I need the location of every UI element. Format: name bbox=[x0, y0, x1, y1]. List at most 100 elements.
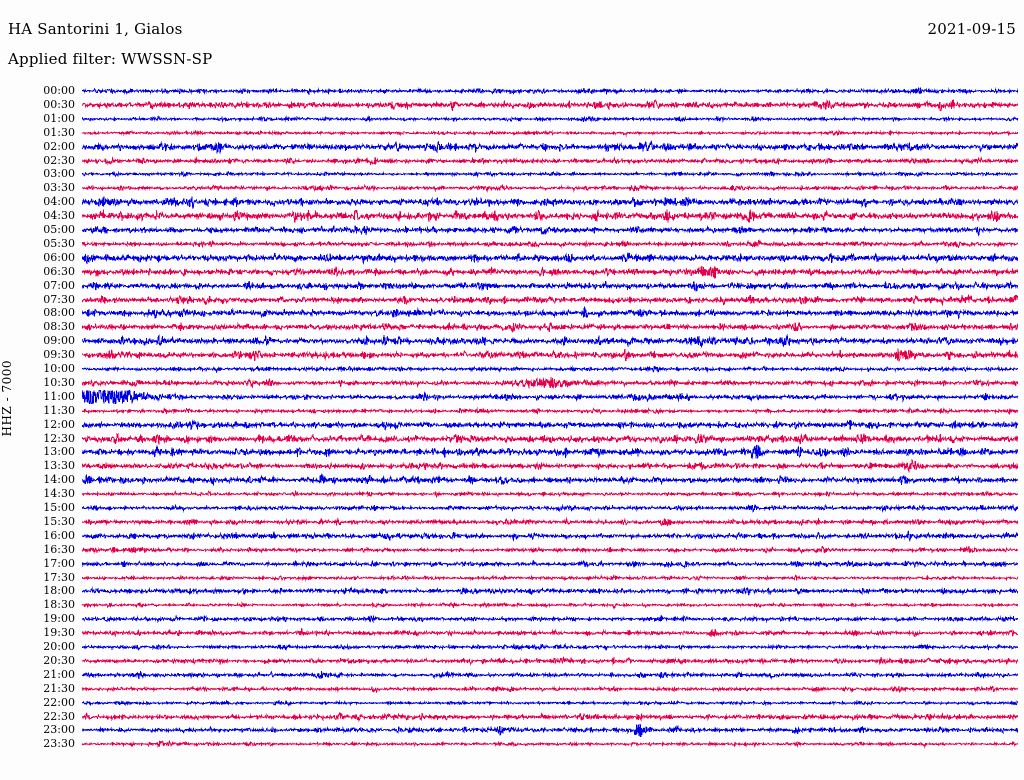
trace-row: 23:30 bbox=[0, 737, 1024, 751]
trace-time-label: 12:00 bbox=[43, 417, 75, 431]
seismic-trace bbox=[82, 279, 1018, 292]
trace-time-label: 04:30 bbox=[43, 209, 75, 223]
seismic-trace bbox=[82, 627, 1018, 638]
trace-time-label: 12:30 bbox=[43, 431, 75, 445]
trace-row: 20:00 bbox=[0, 640, 1024, 654]
trace-time-label: 21:00 bbox=[43, 667, 75, 681]
seismic-trace bbox=[82, 196, 1018, 210]
seismic-trace bbox=[82, 252, 1018, 265]
trace-time-label: 17:00 bbox=[43, 556, 75, 570]
trace-row: 19:00 bbox=[0, 612, 1024, 626]
seismic-trace bbox=[82, 87, 1018, 96]
trace-time-label: 15:00 bbox=[43, 501, 75, 514]
trace-time-label: 06:00 bbox=[43, 250, 75, 264]
seismic-trace bbox=[82, 321, 1018, 333]
trace-time-label: 08:00 bbox=[43, 306, 75, 320]
seismic-trace bbox=[82, 129, 1018, 137]
seismic-trace bbox=[82, 365, 1018, 374]
trace-row: 01:30 bbox=[0, 126, 1024, 140]
seismic-trace bbox=[82, 99, 1018, 112]
trace-row: 11:30 bbox=[0, 404, 1024, 418]
trace-time-label: 19:00 bbox=[43, 612, 75, 626]
seismic-trace bbox=[82, 238, 1018, 249]
trace-time-label: 01:00 bbox=[43, 111, 75, 125]
seismic-trace bbox=[82, 265, 1018, 279]
trace-row: 17:00 bbox=[0, 557, 1024, 571]
trace-row: 23:00 bbox=[0, 723, 1024, 738]
trace-row: 08:30 bbox=[0, 320, 1024, 334]
seismic-trace bbox=[82, 586, 1018, 597]
seismic-trace bbox=[82, 459, 1018, 473]
seismic-trace bbox=[82, 711, 1018, 722]
trace-row: 11:00 bbox=[0, 389, 1024, 404]
applied-filter-label: Applied filter: WWSSN-SP bbox=[8, 50, 213, 68]
trace-time-label: 11:00 bbox=[43, 389, 75, 403]
seismic-trace bbox=[82, 739, 1018, 749]
trace-row: 14:30 bbox=[0, 487, 1024, 501]
trace-time-label: 23:30 bbox=[43, 737, 75, 751]
trace-row: 16:30 bbox=[0, 543, 1024, 557]
trace-time-label: 07:30 bbox=[43, 292, 75, 306]
seismic-trace bbox=[82, 140, 1018, 154]
seismic-trace bbox=[82, 544, 1018, 554]
trace-row: 19:30 bbox=[0, 626, 1024, 640]
trace-time-label: 16:00 bbox=[43, 528, 75, 542]
seismic-trace bbox=[82, 473, 1018, 486]
trace-time-label: 17:30 bbox=[43, 570, 75, 584]
trace-row: 08:00 bbox=[0, 306, 1024, 320]
seismic-trace bbox=[82, 559, 1018, 569]
trace-row: 18:30 bbox=[0, 598, 1024, 612]
seismic-trace bbox=[82, 445, 1018, 460]
seismic-trace bbox=[82, 601, 1018, 610]
trace-row: 13:30 bbox=[0, 459, 1024, 473]
seismic-trace bbox=[82, 670, 1018, 680]
seismic-trace bbox=[82, 170, 1018, 178]
trace-row: 00:30 bbox=[0, 98, 1024, 112]
trace-time-label: 09:30 bbox=[43, 348, 75, 362]
trace-time-label: 04:00 bbox=[43, 195, 75, 209]
trace-row: 21:30 bbox=[0, 682, 1024, 696]
trace-time-label: 13:00 bbox=[43, 445, 75, 459]
trace-row: 15:30 bbox=[0, 515, 1024, 529]
trace-time-label: 02:00 bbox=[43, 139, 75, 153]
trace-row: 04:00 bbox=[0, 195, 1024, 210]
seismic-trace bbox=[82, 684, 1018, 693]
trace-row: 09:30 bbox=[0, 348, 1024, 362]
seismic-trace bbox=[82, 307, 1018, 320]
seismic-trace bbox=[82, 516, 1018, 527]
trace-time-label: 22:00 bbox=[43, 695, 75, 709]
trace-row: 04:30 bbox=[0, 209, 1024, 223]
seismic-trace bbox=[82, 334, 1018, 348]
seismic-trace bbox=[82, 348, 1018, 362]
seismic-trace bbox=[82, 699, 1018, 707]
trace-row: 01:00 bbox=[0, 112, 1024, 126]
seismic-trace bbox=[82, 432, 1018, 444]
page-title: HA Santorini 1, Gialos bbox=[8, 20, 183, 38]
trace-time-label: 13:30 bbox=[43, 459, 75, 473]
trace-row: 03:30 bbox=[0, 181, 1024, 195]
record-date: 2021-09-15 bbox=[927, 20, 1016, 38]
trace-row: 10:00 bbox=[0, 362, 1024, 376]
seismic-trace bbox=[82, 573, 1018, 581]
trace-time-label: 16:30 bbox=[43, 542, 75, 556]
trace-row: 02:30 bbox=[0, 154, 1024, 168]
trace-time-label: 03:30 bbox=[43, 181, 75, 195]
trace-time-label: 19:30 bbox=[43, 626, 75, 640]
trace-time-label: 01:30 bbox=[43, 125, 75, 139]
trace-row: 21:00 bbox=[0, 668, 1024, 682]
trace-row: 02:00 bbox=[0, 140, 1024, 154]
trace-time-label: 14:30 bbox=[43, 487, 75, 501]
trace-time-label: 00:30 bbox=[43, 97, 75, 111]
seismic-trace bbox=[82, 376, 1018, 389]
trace-row: 07:30 bbox=[0, 293, 1024, 307]
seismic-trace bbox=[82, 642, 1018, 652]
trace-time-label: 18:00 bbox=[43, 584, 75, 598]
trace-row: 00:00 bbox=[0, 84, 1024, 98]
trace-row: 20:30 bbox=[0, 654, 1024, 668]
seismic-trace bbox=[82, 724, 1018, 738]
trace-row: 05:00 bbox=[0, 223, 1024, 237]
trace-row: 18:00 bbox=[0, 584, 1024, 598]
seismic-trace bbox=[82, 419, 1018, 431]
trace-row: 06:00 bbox=[0, 251, 1024, 265]
seismic-trace bbox=[82, 184, 1018, 193]
